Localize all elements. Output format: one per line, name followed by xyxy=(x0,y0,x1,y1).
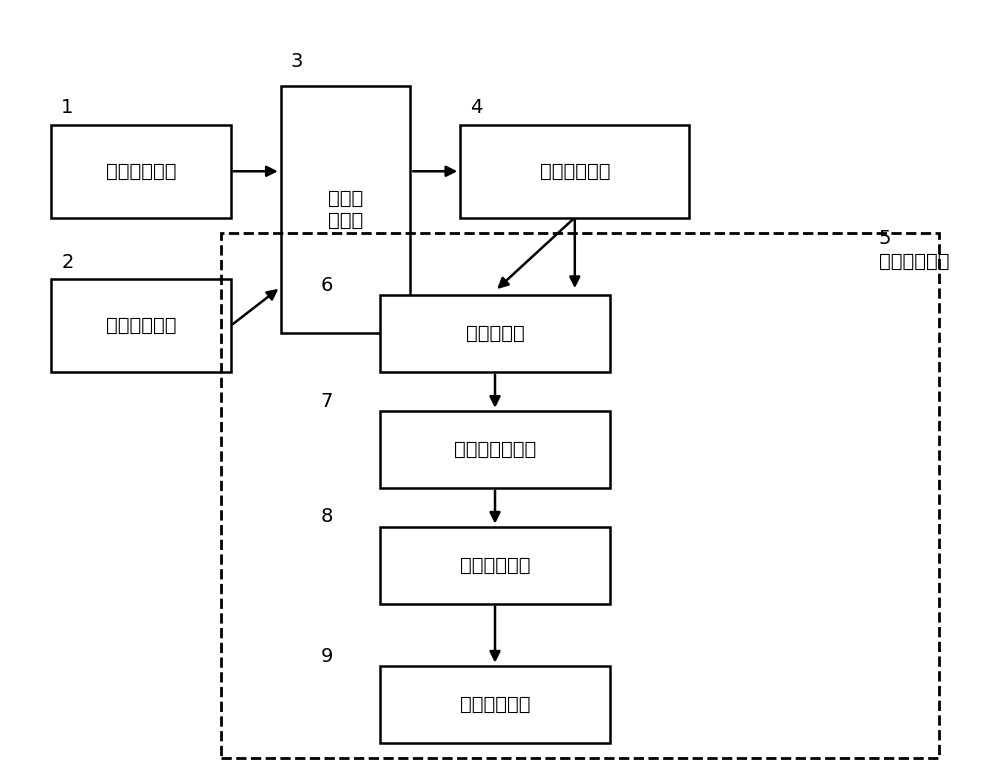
Text: 加速度传感器: 加速度传感器 xyxy=(106,316,176,336)
FancyBboxPatch shape xyxy=(380,411,610,488)
Text: 5: 5 xyxy=(879,229,891,249)
Text: 9: 9 xyxy=(320,646,333,666)
FancyBboxPatch shape xyxy=(51,280,231,372)
Text: 输出显示装置: 输出显示装置 xyxy=(460,694,530,714)
Text: 信号分析单元: 信号分析单元 xyxy=(879,253,949,271)
Text: 自适应滤波模块: 自适应滤波模块 xyxy=(454,439,536,459)
FancyBboxPatch shape xyxy=(380,666,610,742)
FancyBboxPatch shape xyxy=(380,526,610,604)
FancyBboxPatch shape xyxy=(460,125,689,218)
Text: 1: 1 xyxy=(61,98,74,117)
FancyBboxPatch shape xyxy=(281,86,410,333)
Text: 预处理模块: 预处理模块 xyxy=(466,324,524,343)
Text: 2: 2 xyxy=(61,253,74,272)
Text: 3: 3 xyxy=(291,52,303,71)
Text: 6: 6 xyxy=(320,276,333,294)
Text: 数据存储模块: 数据存储模块 xyxy=(540,162,610,181)
FancyBboxPatch shape xyxy=(51,125,231,218)
Text: 8: 8 xyxy=(320,508,333,526)
Text: 7: 7 xyxy=(320,391,333,411)
Text: 数据采
集模块: 数据采 集模块 xyxy=(328,189,363,230)
Text: 心率计算模块: 心率计算模块 xyxy=(460,556,530,574)
Text: 脉搏波传感器: 脉搏波传感器 xyxy=(106,162,176,181)
FancyBboxPatch shape xyxy=(380,294,610,372)
Text: 4: 4 xyxy=(470,98,482,117)
